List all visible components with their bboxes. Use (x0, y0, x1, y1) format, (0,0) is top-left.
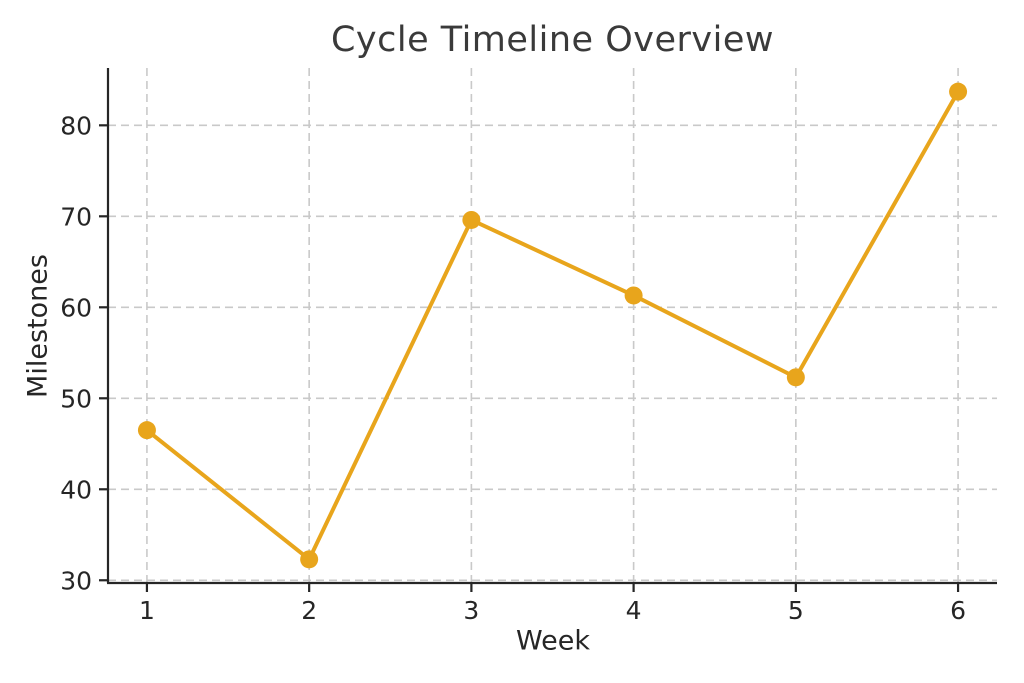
x-tick-label: 4 (626, 596, 642, 625)
y-tick-label: 70 (60, 202, 92, 231)
y-tick-label: 80 (60, 111, 92, 140)
x-tick-label: 3 (463, 596, 479, 625)
data-point-marker (786, 368, 805, 387)
y-tick-label: 50 (60, 384, 92, 413)
x-tick-label: 6 (950, 596, 966, 625)
series-line (144, 89, 961, 562)
x-tick-label: 2 (301, 596, 317, 625)
data-point-marker (624, 286, 643, 305)
data-point-marker (949, 82, 968, 101)
data-point-marker (462, 210, 481, 229)
x-axis-label: Week (516, 625, 590, 657)
data-point-marker (137, 421, 156, 440)
data-point-marker (300, 550, 319, 569)
x-tick-label: 5 (788, 596, 804, 625)
y-tick-label: 40 (60, 475, 92, 504)
x-tick-label: 1 (139, 596, 155, 625)
y-tick-label: 60 (60, 293, 92, 322)
chart-title: Cycle Timeline Overview (330, 20, 774, 60)
y-tick-label: 30 (60, 566, 92, 595)
